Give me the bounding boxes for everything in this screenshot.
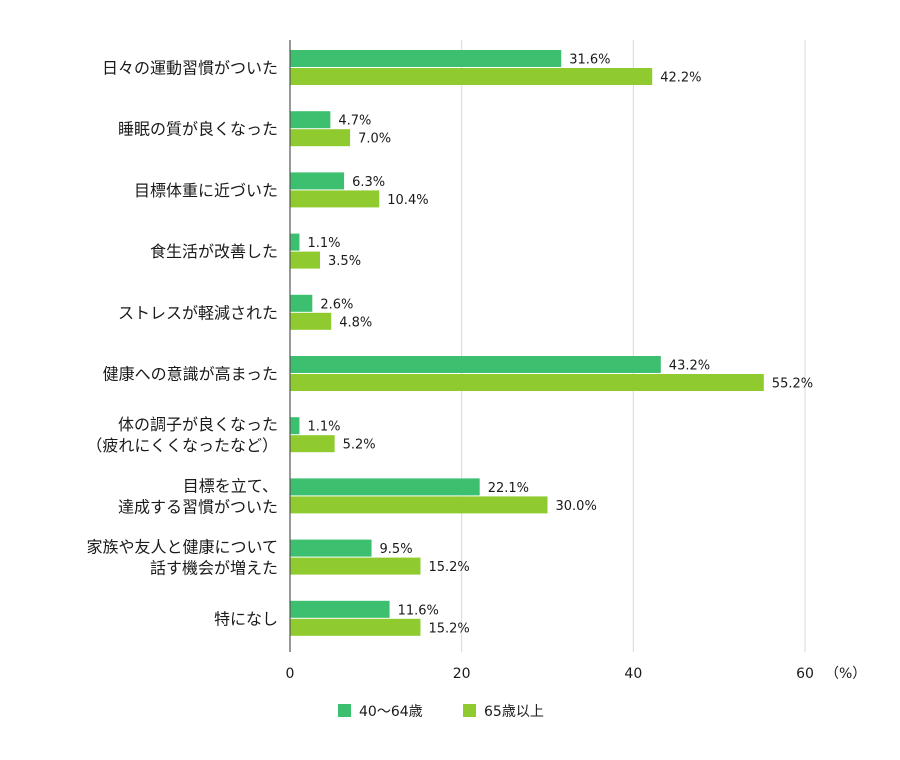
bar-age40-64-0 — [290, 50, 562, 67]
grid-lines — [461, 40, 806, 652]
bar-age40-64-5 — [290, 356, 661, 373]
bar-age40-64-1 — [290, 111, 331, 129]
category-label-8-0: 家族や友人と健康について — [86, 538, 278, 557]
value-label-1-2: 10.4% — [387, 193, 428, 208]
x-tick-60: 60 — [796, 666, 814, 682]
value-label-1-7: 30.0% — [556, 499, 597, 514]
bar-age65plus-5 — [290, 374, 764, 391]
value-label-0-5: 43.2% — [669, 359, 710, 374]
value-label-1-4: 4.8% — [339, 315, 372, 330]
category-label-0-0: 日々の運動習慣がついた — [102, 59, 278, 78]
category-label-6-0: 体の調子が良くなった — [118, 415, 278, 434]
x-tick-40: 40 — [624, 666, 642, 682]
legend-label-1: 65歳以上 — [484, 704, 544, 720]
category-labels: 日々の運動習慣がついた睡眠の質が良くなった目標体重に近づいた食生活が改善したスト… — [86, 59, 278, 629]
value-label-1-9: 15.2% — [428, 621, 469, 636]
bars — [290, 50, 764, 636]
legend-label-0: 40〜64歳 — [359, 704, 423, 720]
value-label-0-2: 6.3% — [352, 175, 385, 190]
bar-age65plus-7 — [290, 496, 548, 514]
value-label-1-8: 15.2% — [428, 560, 469, 575]
x-tick-0: 0 — [286, 666, 295, 682]
category-label-7-0: 目標を立て、 — [183, 476, 278, 495]
bar-age40-64-3 — [290, 233, 300, 251]
value-label-0-7: 22.1% — [488, 481, 529, 496]
bar-age40-64-7 — [290, 478, 480, 496]
legend-swatch-0 — [338, 704, 351, 717]
bar-age40-64-2 — [290, 172, 345, 190]
category-label-1-0: 睡眠の質が良くなった — [118, 120, 278, 139]
bar-age65plus-2 — [290, 190, 380, 208]
x-axis: 0 20 40 60 （%） — [286, 40, 866, 682]
bar-age65plus-0 — [290, 68, 653, 85]
category-label-6-1: （疲れにくくなったなど） — [86, 436, 278, 455]
value-label-1-0: 42.2% — [660, 71, 701, 86]
x-unit-label: （%） — [825, 666, 866, 682]
value-label-0-6: 1.1% — [307, 420, 340, 435]
value-label-0-3: 1.1% — [307, 236, 340, 251]
value-labels: 31.6% 42.2% 4.7% 7.0% 6.3%10.4% 1.1% 3.5% 2.6% 4… — [307, 53, 813, 637]
value-label-1-1: 7.0% — [358, 132, 391, 147]
bar-age40-64-8 — [290, 539, 372, 557]
x-tick-20: 20 — [453, 666, 471, 682]
legend-swatch-1 — [463, 704, 476, 717]
value-label-1-6: 5.2% — [343, 438, 376, 453]
value-label-0-9: 11.6% — [398, 603, 439, 618]
value-label-0-4: 2.6% — [320, 297, 353, 312]
category-label-7-1: 達成する習慣がついた — [118, 497, 278, 516]
legend: 40〜64歳 65歳以上 — [338, 704, 544, 720]
category-label-3-0: 食生活が改善した — [150, 242, 278, 261]
bar-age40-64-4 — [290, 294, 313, 312]
bar-age40-64-6 — [290, 417, 300, 435]
value-label-0-0: 31.6% — [569, 53, 610, 68]
bar-age65plus-8 — [290, 557, 421, 575]
category-label-4-0: ストレスが軽減された — [118, 303, 278, 322]
category-label-5-0: 健康への意識が高まった — [103, 365, 278, 384]
bar-age65plus-6 — [290, 435, 335, 453]
category-label-9-0: 特になし — [214, 609, 278, 628]
category-label-8-1: 話す機会が増えた — [150, 559, 278, 578]
value-label-1-5: 55.2% — [772, 377, 813, 392]
bar-age65plus-3 — [290, 251, 321, 269]
bar-age65plus-4 — [290, 312, 332, 330]
bar-age65plus-1 — [290, 129, 351, 147]
bar-age65plus-9 — [290, 618, 421, 636]
value-label-0-8: 9.5% — [380, 542, 413, 557]
category-label-2-0: 目標体重に近づいた — [134, 181, 278, 200]
bar-age40-64-9 — [290, 600, 390, 618]
value-label-0-1: 4.7% — [338, 114, 371, 129]
value-label-1-3: 3.5% — [328, 254, 361, 269]
